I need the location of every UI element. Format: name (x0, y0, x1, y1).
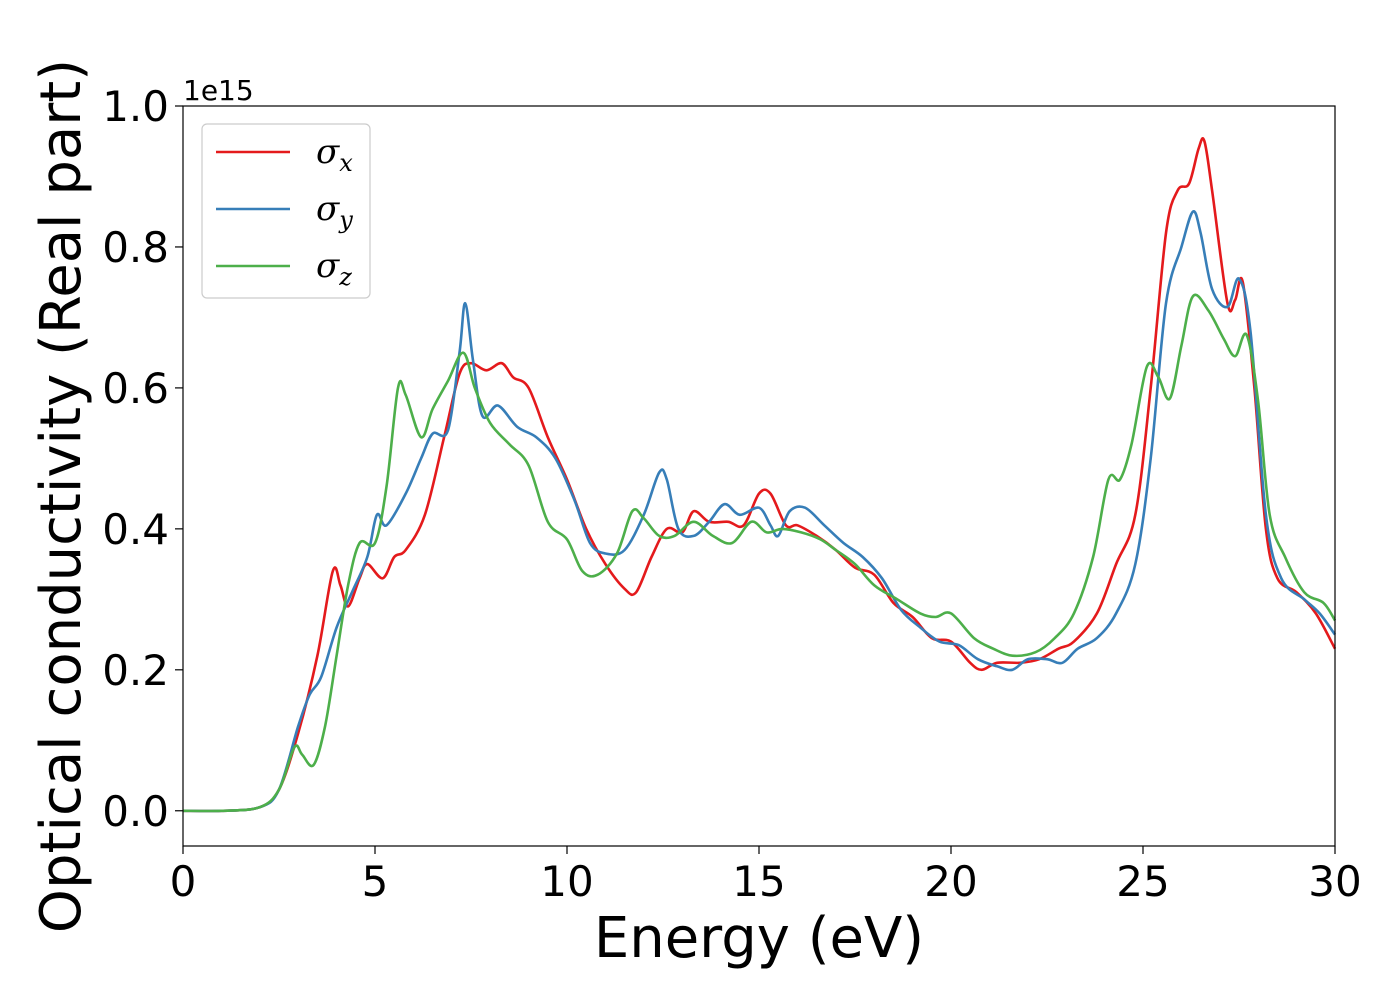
x-tick-label: 30 (1308, 857, 1361, 906)
y-offset-label: 1e15 (183, 74, 254, 107)
y-tick-label: 0.4 (102, 505, 169, 554)
y-tick-label: 0.6 (102, 364, 169, 413)
x-tick-label: 15 (732, 857, 785, 906)
series-line-y (182, 210, 1337, 813)
y-axis: 0.0 0.2 0.4 0.6 0.8 1.0 (102, 82, 183, 836)
x-tick-label: 10 (540, 857, 593, 906)
legend-frame (201, 123, 371, 299)
x-tick-label: 0 (170, 857, 197, 906)
legend-label-x: σx (316, 132, 353, 177)
x-tick-label: 25 (1116, 857, 1169, 906)
legend: σx σy σz (201, 123, 371, 299)
x-axis-title: Energy (eV) (594, 906, 924, 971)
y-tick-label: 0.2 (102, 646, 169, 695)
y-tick-label: 0.8 (102, 223, 169, 272)
series-line-z (182, 293, 1337, 813)
y-tick-label: 1.0 (102, 82, 169, 131)
legend-label-z: σz (316, 246, 352, 291)
x-tick-label: 5 (362, 857, 389, 906)
series-layer (182, 137, 1337, 813)
series-line-x (182, 137, 1337, 813)
x-axis: 0 5 10 15 20 25 30 (170, 846, 1362, 906)
y-axis-title: Optical conductivity (Real part) (29, 59, 94, 933)
legend-label-y: σy (316, 189, 353, 234)
x-tick-label: 20 (924, 857, 977, 906)
y-tick-label: 0.0 (102, 787, 169, 836)
